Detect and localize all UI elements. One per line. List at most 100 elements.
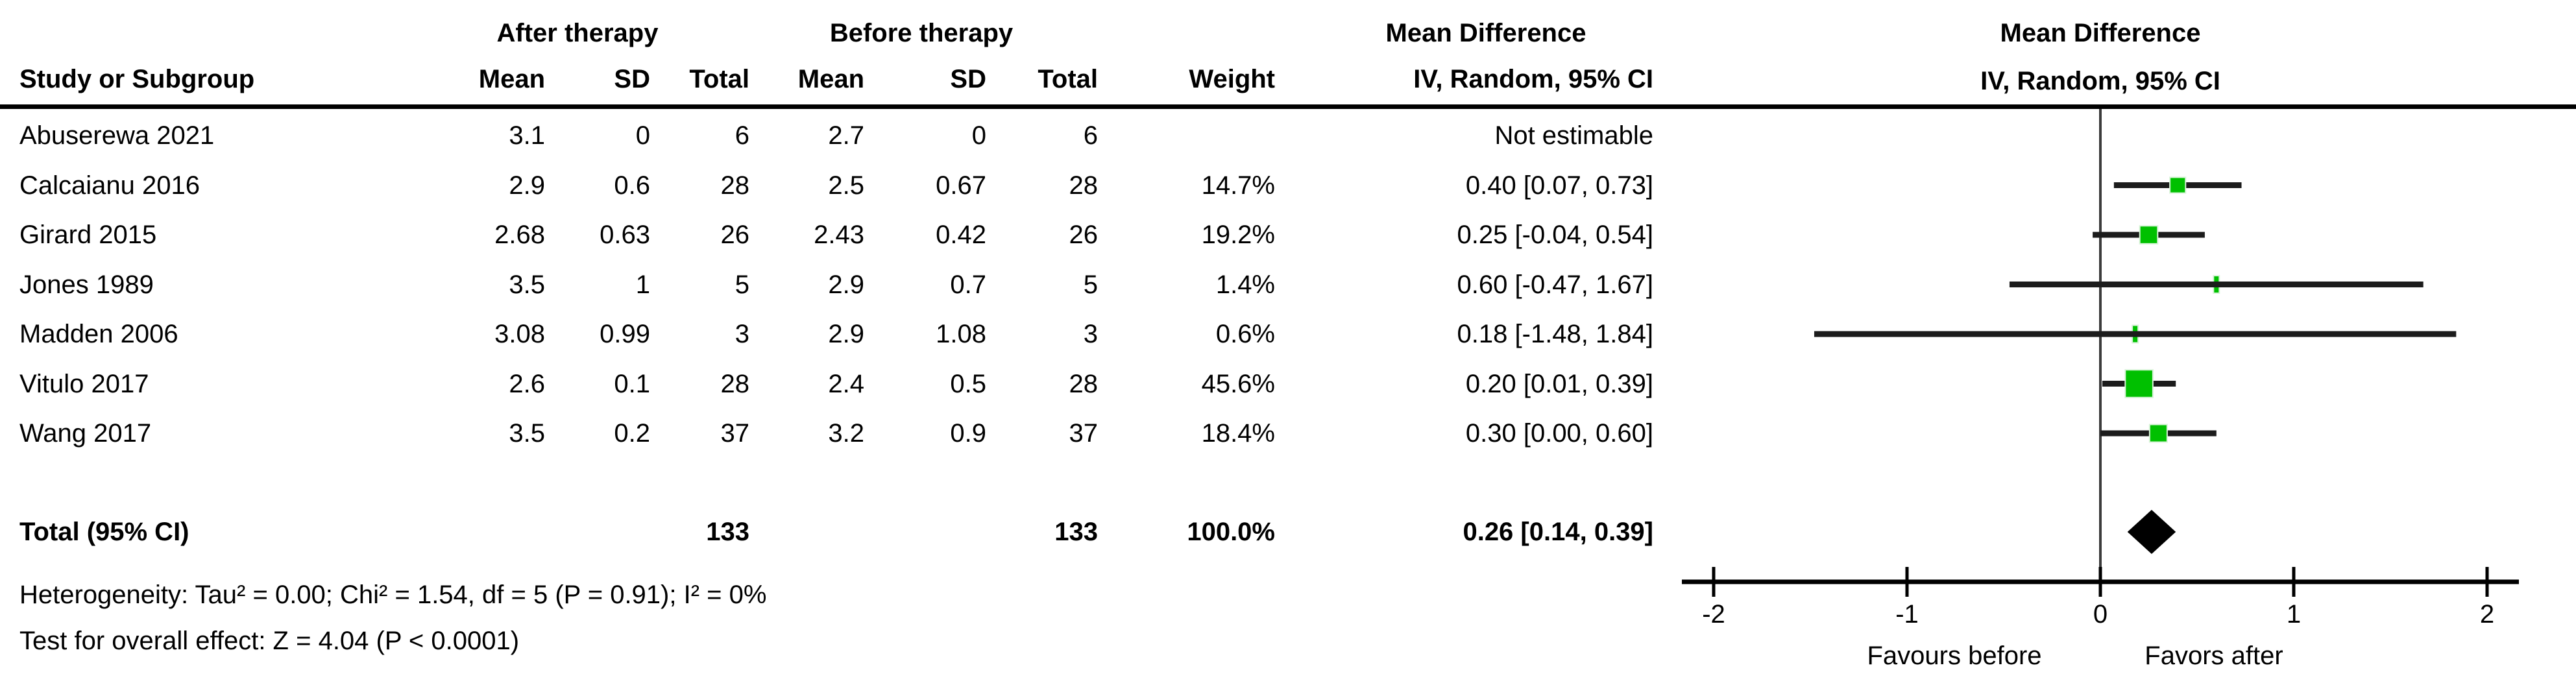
column-header: Mean — [478, 65, 545, 93]
table-cell: Jones 1989 — [19, 270, 154, 299]
table-cell: 0.6% — [1215, 320, 1275, 348]
zero-effect-line — [2099, 109, 2102, 582]
x-axis-tick-label: 0 — [2093, 600, 2108, 629]
table-cell: 0 — [635, 121, 650, 150]
x-axis-tick — [2098, 567, 2102, 597]
column-header: Total — [689, 65, 749, 93]
table-cell: 18.4% — [1201, 419, 1275, 448]
table-cell: 0.42 — [936, 221, 986, 249]
table-cell: Not estimable — [1494, 121, 1653, 150]
table-cell: Girard 2015 — [19, 221, 157, 249]
table-cell: 1 — [635, 270, 650, 299]
column-header: SD — [614, 65, 650, 93]
header-underline — [0, 104, 2576, 109]
table-cell: 0.67 — [936, 171, 986, 200]
table-cell: 45.6% — [1201, 369, 1275, 398]
table-cell: 28 — [1069, 171, 1099, 200]
table-cell: 0.25 [-0.04, 0.54] — [1457, 221, 1653, 249]
table-cell: 0.1 — [614, 369, 650, 398]
table-cell: 0.9 — [950, 419, 986, 448]
table-cell: 0.6 — [614, 171, 650, 200]
table-cell: 14.7% — [1201, 171, 1275, 200]
effect-column-title: Mean Difference — [1385, 19, 1586, 47]
table-cell: 0.63 — [600, 221, 650, 249]
table-cell: Vitulo 2017 — [19, 369, 149, 398]
table-cell: Calcaianu 2016 — [19, 171, 200, 200]
heterogeneity-stats: Heterogeneity: Tau² = 0.00; Chi² = 1.54,… — [19, 581, 767, 609]
table-cell: 5 — [1083, 270, 1098, 299]
x-axis-tick-label: -2 — [1702, 600, 1725, 629]
table-cell: 0.5 — [950, 369, 986, 398]
column-header: Mean — [797, 65, 864, 93]
x-axis-tick-label: 2 — [2479, 600, 2495, 629]
table-cell: 1.4% — [1215, 270, 1275, 299]
table-cell: 6 — [735, 121, 749, 150]
effect-square — [2169, 176, 2187, 194]
table-cell: Total (95% CI) — [19, 518, 189, 546]
table-cell: 3.2 — [828, 419, 864, 448]
x-axis-tick — [1905, 567, 1909, 597]
table-cell: 133 — [706, 518, 749, 546]
table-cell: 2.6 — [509, 369, 545, 398]
x-axis-tick — [2292, 567, 2296, 597]
overall-effect-stats: Test for overall effect: Z = 4.04 (P < 0… — [19, 627, 520, 655]
x-axis-tick — [1712, 567, 1716, 597]
x-axis-tick-label: 1 — [2286, 600, 2302, 629]
table-cell: 3.1 — [509, 121, 545, 150]
table-cell: 1.08 — [936, 320, 986, 348]
table-cell: 3.5 — [509, 419, 545, 448]
table-cell: 5 — [735, 270, 749, 299]
effect-square — [2124, 369, 2154, 398]
ci-line — [1814, 331, 2457, 337]
table-cell: 28 — [1069, 369, 1099, 398]
table-cell: 0.99 — [600, 320, 650, 348]
effect-square — [2148, 424, 2168, 443]
table-cell: 0.26 [0.14, 0.39] — [1463, 518, 1653, 546]
table-cell: 2.9 — [509, 171, 545, 200]
x-axis-tick — [2485, 567, 2489, 597]
effect-square — [2139, 225, 2159, 245]
table-cell: 0.20 [0.01, 0.39] — [1465, 369, 1653, 398]
table-cell: 6 — [1083, 121, 1098, 150]
table-cell: Madden 2006 — [19, 320, 178, 348]
column-header: Weight — [1189, 65, 1275, 93]
plot-title-line1: Mean Difference — [2000, 19, 2201, 47]
table-cell: 28 — [720, 369, 750, 398]
table-cell: Wang 2017 — [19, 419, 152, 448]
table-cell: 0.40 [0.07, 0.73] — [1465, 171, 1653, 200]
table-cell: 37 — [720, 419, 750, 448]
table-cell: 100.0% — [1187, 518, 1275, 546]
favours-left-label: Favours before — [1867, 642, 2042, 670]
table-cell: 2.9 — [828, 270, 864, 299]
column-header: Total — [1038, 65, 1098, 93]
column-header: IV, Random, 95% CI — [1413, 65, 1653, 93]
table-cell: 2.68 — [494, 221, 545, 249]
favours-right-label: Favors after — [2145, 642, 2283, 670]
table-cell: 0.30 [0.00, 0.60] — [1465, 419, 1653, 448]
table-cell: 3.08 — [494, 320, 545, 348]
table-cell: 37 — [1069, 419, 1099, 448]
table-cell: 26 — [1069, 221, 1099, 249]
table-cell: 0.60 [-0.47, 1.67] — [1457, 270, 1653, 299]
x-axis-tick-label: -1 — [1895, 600, 1919, 629]
plot-title-line2: IV, Random, 95% CI — [1980, 67, 2220, 95]
column-header: SD — [950, 65, 986, 93]
table-cell: 0.18 [-1.48, 1.84] — [1457, 320, 1653, 348]
summary-diamond — [2127, 510, 2176, 554]
table-cell: 0.2 — [614, 419, 650, 448]
column-header: Study or Subgroup — [19, 65, 255, 93]
group-header-before-therapy: Before therapy — [829, 19, 1014, 47]
table-cell: 0 — [971, 121, 986, 150]
group-header-after-therapy: After therapy — [496, 19, 659, 47]
table-cell: 19.2% — [1201, 221, 1275, 249]
table-cell: 3 — [735, 320, 749, 348]
table-cell: 2.5 — [828, 171, 864, 200]
table-cell: 3.5 — [509, 270, 545, 299]
table-cell: 2.9 — [828, 320, 864, 348]
table-cell: 0.7 — [950, 270, 986, 299]
table-cell: 133 — [1054, 518, 1098, 546]
table-cell: 26 — [720, 221, 750, 249]
table-cell: Abuserewa 2021 — [19, 121, 215, 150]
